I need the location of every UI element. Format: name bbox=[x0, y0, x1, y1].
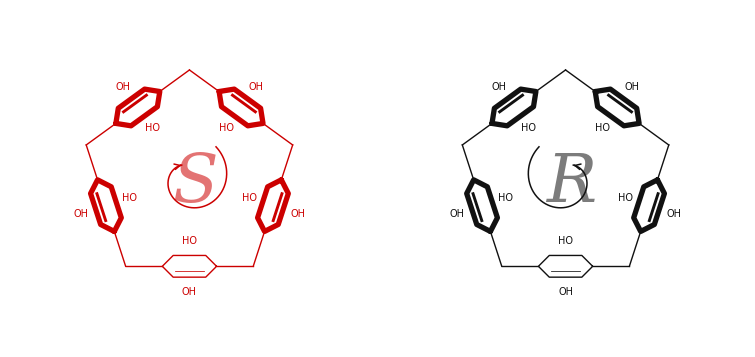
Text: HO: HO bbox=[595, 123, 610, 133]
Text: R: R bbox=[546, 151, 596, 216]
Text: HO: HO bbox=[242, 193, 257, 203]
Text: HO: HO bbox=[145, 123, 160, 133]
Text: HO: HO bbox=[558, 236, 573, 246]
Text: OH: OH bbox=[666, 208, 681, 218]
Text: HO: HO bbox=[498, 193, 513, 203]
Text: S: S bbox=[172, 151, 217, 216]
Text: OH: OH bbox=[558, 287, 573, 297]
Text: OH: OH bbox=[492, 81, 507, 91]
Text: HO: HO bbox=[182, 236, 197, 246]
Text: HO: HO bbox=[521, 123, 536, 133]
Text: OH: OH bbox=[74, 208, 89, 218]
Text: OH: OH bbox=[450, 208, 465, 218]
Text: HO: HO bbox=[618, 193, 633, 203]
Text: HO: HO bbox=[219, 123, 234, 133]
Text: OH: OH bbox=[290, 208, 305, 218]
Text: HO: HO bbox=[122, 193, 137, 203]
Text: OH: OH bbox=[116, 81, 130, 91]
Text: OH: OH bbox=[248, 81, 263, 91]
Text: OH: OH bbox=[625, 81, 639, 91]
Text: OH: OH bbox=[182, 287, 197, 297]
